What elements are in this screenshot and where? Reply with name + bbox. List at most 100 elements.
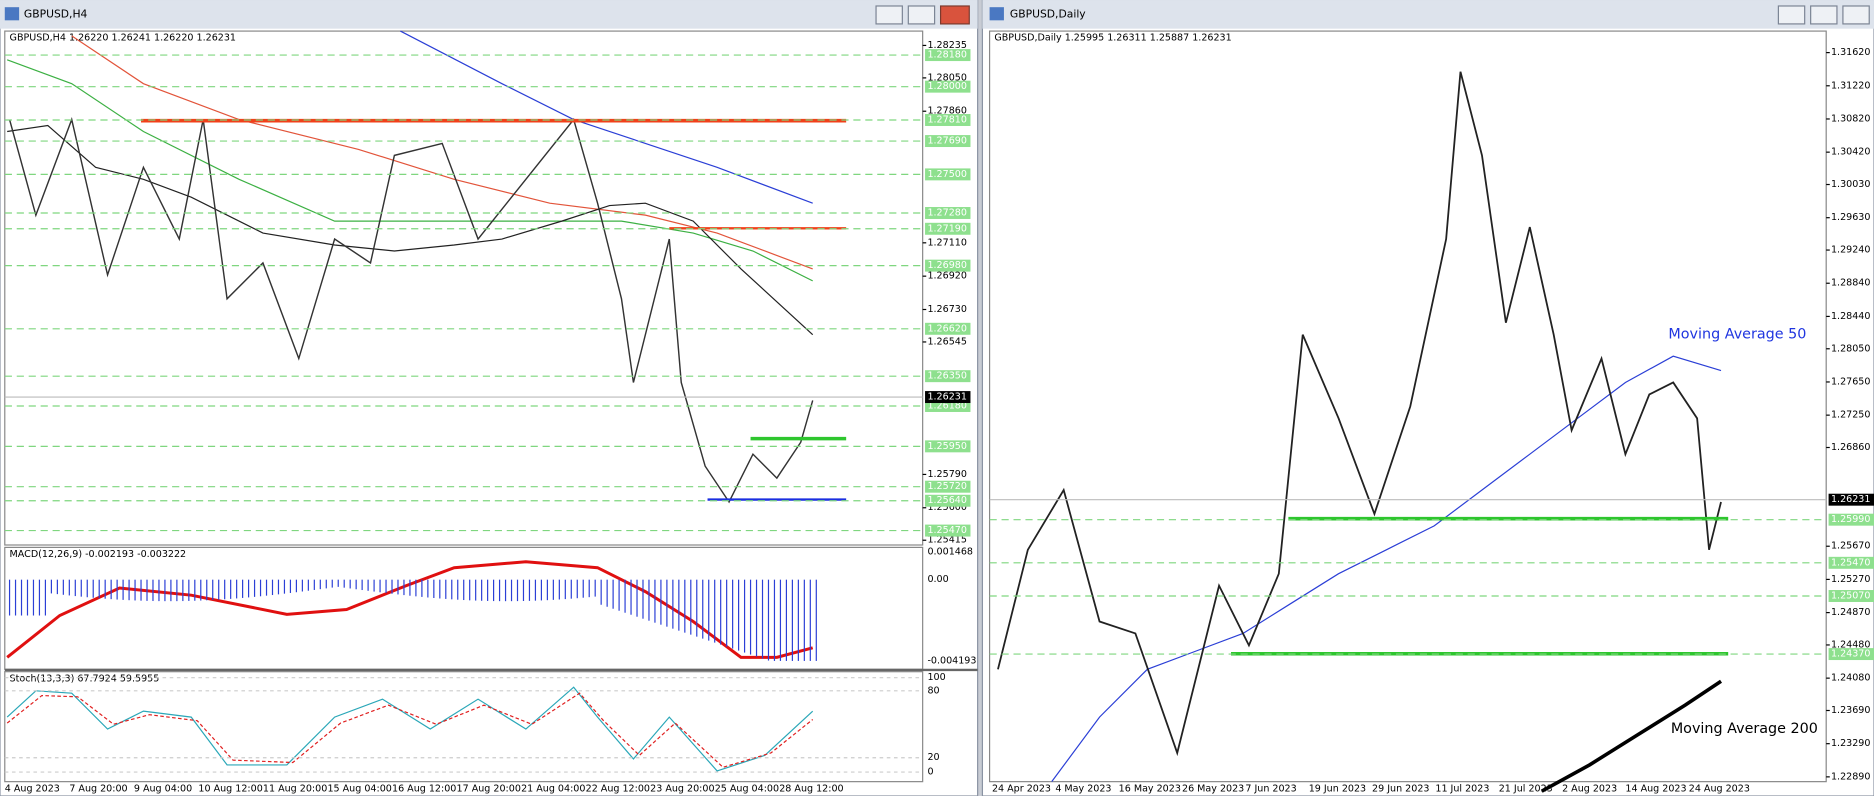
price-label: 1.28050	[1831, 343, 1870, 354]
price-label: 1.26920	[927, 271, 966, 282]
date-label: 2 Aug 2023	[1562, 783, 1617, 794]
annotation: Moving Average 50	[1668, 327, 1806, 343]
level-tag	[925, 207, 971, 219]
maximize-button[interactable]	[1810, 5, 1838, 25]
level-label: 1.27500	[927, 169, 966, 180]
level-label: 1.26350	[927, 371, 966, 382]
stoch-scale-label: 100	[927, 672, 945, 683]
level-label: 1.27690	[927, 136, 966, 147]
price-label: 1.23690	[1831, 705, 1870, 716]
level-tag	[925, 80, 971, 93]
ma-line	[400, 30, 813, 204]
price-label: 1.29630	[1831, 212, 1870, 223]
level-tag	[925, 222, 971, 235]
price-label: 1.22890	[1831, 771, 1870, 782]
date-label: 24 Apr 2023	[992, 783, 1051, 794]
date-label: 21 Aug 04:00	[521, 783, 585, 794]
level-tag	[925, 494, 971, 507]
date-label: 7 Aug 20:00	[69, 783, 127, 794]
price-label: 1.24080	[1831, 673, 1870, 684]
date-label: 14 Aug 2023	[1625, 783, 1686, 794]
level-tag	[925, 440, 971, 453]
maximize-button[interactable]	[907, 5, 936, 25]
minimize-button[interactable]	[1777, 5, 1806, 25]
stoch-signal	[6, 692, 814, 768]
macd-signal	[6, 560, 814, 659]
right-window: GBPUSD,Daily GBPUSD,Daily 1.25995 1.2631…	[981, 0, 1874, 796]
left-window: GBPUSD,H4 GBPUSD,H4 1.26220 1.26241 1.26…	[0, 0, 979, 796]
level-tag	[1828, 648, 1874, 661]
price-label: 1.25670	[1831, 541, 1870, 552]
date-label: 24 Aug 2023	[1689, 783, 1750, 794]
level-tag	[925, 524, 971, 537]
minimize-button[interactable]	[875, 5, 903, 25]
level-tag	[925, 259, 971, 272]
current-price-tag	[925, 391, 971, 404]
level-label: 1.26980	[927, 260, 966, 271]
date-label: 22 Aug 12:00	[586, 783, 650, 794]
price-label: 1.27650	[1831, 376, 1870, 387]
level-label: 1.25470	[927, 525, 966, 536]
date-label: 11 Aug 20:00	[263, 783, 327, 794]
price-label: 1.27860	[927, 106, 966, 117]
price-label: 1.27110	[927, 237, 966, 248]
price-label: 1.30030	[1831, 179, 1870, 190]
macd-scale-label: -0.004193	[927, 655, 976, 666]
level-label: 1.25720	[927, 481, 966, 492]
chart-header: GBPUSD,H4 1.26220 1.26241 1.26220 1.2623…	[10, 33, 236, 44]
level-label: 1.25640	[927, 495, 966, 506]
date-label: 11 Jul 2023	[1435, 783, 1489, 794]
level-tag	[925, 370, 971, 383]
price-label: 1.23290	[1831, 738, 1870, 749]
date-label: 4 May 2023	[1055, 783, 1111, 794]
stoch-scale-label: 80	[927, 685, 939, 696]
window-title: GBPUSD,H4	[24, 7, 88, 20]
level-label: 1.24370	[1831, 649, 1870, 660]
date-label: 4 Aug 2023	[5, 783, 60, 794]
level-tag	[925, 135, 971, 148]
ma-50	[1051, 355, 1722, 782]
date-label: 29 Jun 2023	[1372, 783, 1429, 794]
title-bar	[982, 0, 1874, 29]
price-label: 1.28050	[927, 72, 966, 83]
level-label: 1.27810	[927, 114, 966, 125]
date-label: 19 Jun 2023	[1309, 783, 1366, 794]
level-tag	[925, 400, 971, 412]
level-label: 1.25470	[1831, 557, 1870, 568]
date-label: 15 Aug 04:00	[327, 783, 391, 794]
date-label: 23 Aug 20:00	[650, 783, 714, 794]
price-label: 1.24480	[1831, 639, 1870, 650]
price-path	[997, 71, 1722, 757]
macd-scale-label: 0.00	[927, 574, 948, 585]
close-button[interactable]	[939, 5, 970, 25]
ma-line	[6, 59, 813, 282]
price-label: 1.28840	[1831, 278, 1870, 289]
date-label: 26 May 2023	[1182, 783, 1244, 794]
level-label: 1.28000	[927, 81, 966, 92]
level-tag	[1828, 590, 1874, 602]
level-tag	[925, 168, 971, 181]
stoch-scale-label: 20	[927, 752, 939, 763]
date-label: 21 Jul 2023	[1499, 783, 1553, 794]
macd-label: MACD(12,26,9) -0.002193 -0.003222	[10, 549, 187, 560]
price-label: 1.28440	[1831, 311, 1870, 322]
price-label: 1.24870	[1831, 607, 1870, 618]
date-label: 17 Aug 20:00	[457, 783, 521, 794]
price-label: 1.31220	[1831, 80, 1870, 91]
ma-line	[7, 124, 814, 336]
level-label: 1.26620	[927, 323, 966, 334]
price-label: 1.27250	[1831, 410, 1870, 421]
window-title: GBPUSD,Daily	[1010, 7, 1086, 20]
price-label: 1.25600	[927, 502, 966, 513]
price-label: 1.25415	[927, 535, 966, 546]
stoch-main	[6, 686, 814, 772]
price-label: 1.25790	[927, 469, 966, 480]
annotation: Moving Average 200	[1671, 721, 1818, 737]
level-label: 1.27190	[927, 223, 966, 234]
close-button[interactable]	[1842, 5, 1870, 25]
ma-200	[1540, 679, 1723, 793]
price-label: 1.26545	[927, 336, 966, 347]
current-price-label: 1.26231	[1831, 494, 1870, 505]
level-tag	[1828, 556, 1874, 569]
